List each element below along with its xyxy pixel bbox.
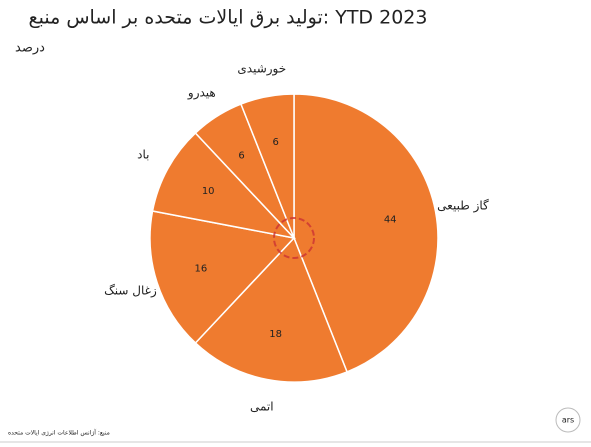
data-label: 10 xyxy=(202,186,215,197)
data-label: 16 xyxy=(195,263,208,274)
source: منبع: آژانس اطلاعات انرژی ایالات متحده xyxy=(8,428,110,437)
pie-slice xyxy=(293,93,439,373)
category-label: هیدرو xyxy=(187,85,216,100)
category-label: خورشیدی xyxy=(237,62,286,77)
pie-slice xyxy=(240,93,295,239)
chart-subtitle: درصد xyxy=(15,41,45,56)
pie-slice xyxy=(149,210,296,345)
data-label: 6 xyxy=(238,150,244,161)
category-label: اتمی xyxy=(250,399,274,413)
category-label: زغال سنگ xyxy=(104,284,157,299)
data-label: 6 xyxy=(272,137,278,148)
data-label: 18 xyxy=(269,329,282,340)
chart-title: تولید برق ایالات متحده بر اساس منبع: YTD… xyxy=(29,7,428,29)
category-label: گاز طبیعی xyxy=(437,198,489,213)
category-label: باد xyxy=(137,148,149,162)
pie-slice xyxy=(151,131,297,240)
pie-slice xyxy=(194,236,348,383)
brand-logo xyxy=(555,407,581,433)
data-label: 44 xyxy=(384,215,397,226)
brand-text: ars xyxy=(562,416,574,425)
watermark xyxy=(273,217,315,259)
